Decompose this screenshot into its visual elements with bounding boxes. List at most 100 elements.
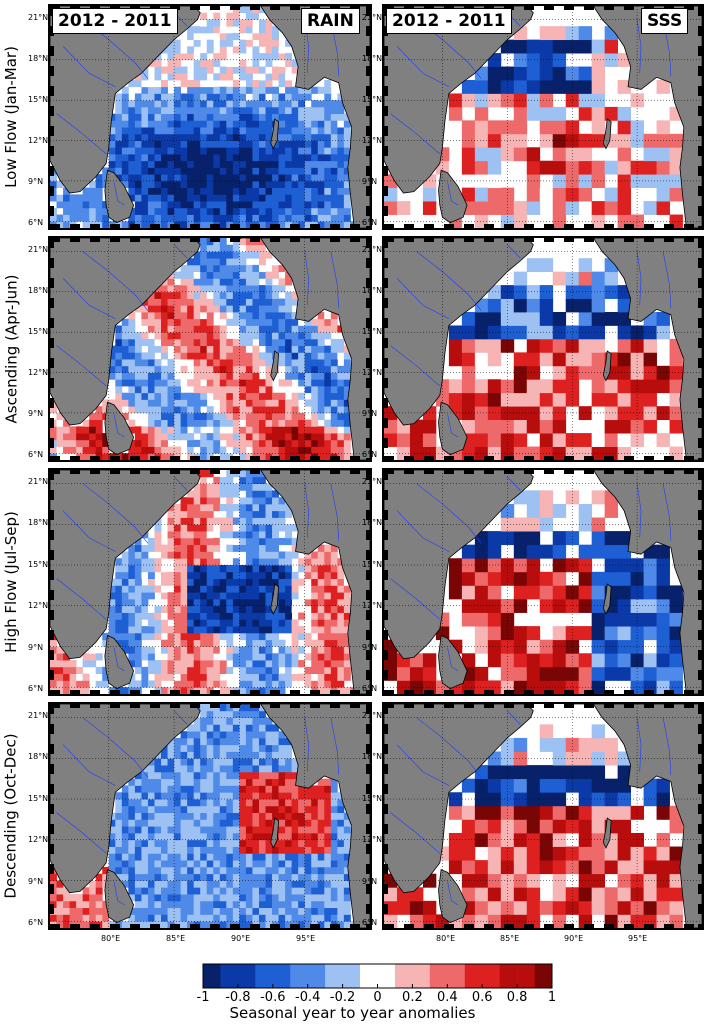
- anomaly-cell: [258, 612, 266, 620]
- anomaly-cell: [258, 154, 266, 162]
- anomaly-cell: [252, 147, 260, 155]
- anomaly-cell: [141, 914, 149, 922]
- anomaly-cell: [265, 673, 273, 681]
- anomaly-cell: [206, 558, 214, 566]
- anomaly-cell: [180, 731, 188, 739]
- anomaly-cell: [147, 412, 155, 421]
- anomaly-cell: [513, 271, 528, 286]
- anomaly-cell: [278, 120, 286, 128]
- anomaly-cell: [167, 419, 175, 427]
- anomaly-cell: [643, 338, 657, 353]
- anomaly-cell: [343, 626, 351, 634]
- anomaly-cell: [213, 207, 221, 215]
- anomaly-cell: [617, 160, 632, 175]
- anomaly-cell: [121, 147, 129, 155]
- anomaly-cell: [272, 106, 279, 115]
- anomaly-cell: [311, 147, 319, 155]
- anomaly-cell: [291, 174, 299, 182]
- anomaly-cell: [219, 598, 227, 607]
- anomaly-cell: [252, 771, 260, 780]
- anomaly-cell: [56, 907, 64, 915]
- anomaly-cell: [180, 585, 188, 593]
- anomaly-cell: [278, 551, 286, 559]
- anomaly-cell: [219, 483, 227, 491]
- anomaly-cell: [330, 666, 338, 675]
- frame-segment: [270, 238, 280, 242]
- anomaly-cell: [258, 201, 266, 209]
- anomaly-cell: [174, 894, 182, 902]
- frame-segment: [50, 278, 54, 288]
- anomaly-cell: [167, 531, 175, 539]
- anomaly-cell: [317, 873, 325, 881]
- anomaly-cell: [539, 503, 554, 518]
- anomaly-cell: [206, 592, 214, 600]
- anomaly-cell: [591, 338, 606, 353]
- anomaly-cell: [174, 187, 182, 195]
- frame-segment: [50, 510, 54, 520]
- anomaly-cell: [265, 517, 273, 525]
- frame-segment: [384, 456, 394, 460]
- anomaly-cell: [278, 412, 286, 421]
- anomaly-cell: [258, 453, 266, 460]
- anomaly-cell: [167, 880, 175, 888]
- anomaly-cell: [102, 399, 110, 407]
- anomaly-cell: [604, 612, 619, 627]
- anomaly-cell: [337, 805, 345, 814]
- anomaly-cell: [167, 866, 175, 875]
- anomaly-cell: [258, 558, 266, 566]
- anomaly-cell: [239, 585, 247, 593]
- land-sri-lanka: [438, 401, 468, 456]
- river-line: [62, 510, 116, 552]
- anomaly-cell: [167, 524, 175, 532]
- anomaly-cell: [291, 406, 299, 414]
- anomaly-cell: [265, 113, 273, 121]
- anomaly-cell: [258, 771, 266, 780]
- anomaly-cell: [95, 433, 103, 441]
- anomaly-cell: [108, 626, 116, 634]
- anomaly-cell: [304, 386, 312, 394]
- anomaly-cell: [167, 100, 175, 108]
- anomaly-cell: [147, 426, 155, 434]
- anomaly-cell: [161, 100, 168, 108]
- anomaly-cell: [487, 626, 502, 641]
- anomaly-cell: [141, 412, 149, 421]
- anomaly-cell: [245, 537, 253, 546]
- anomaly-cell: [578, 585, 593, 600]
- anomaly-cell: [232, 792, 240, 800]
- anomaly-cell: [285, 221, 293, 228]
- anomaly-cell: [252, 439, 260, 447]
- anomaly-cell: [76, 446, 84, 454]
- anomaly-cell: [121, 860, 129, 868]
- anomaly-cell: [193, 778, 201, 786]
- anomaly-cell: [272, 751, 279, 759]
- anomaly-cell: [56, 446, 64, 454]
- anomaly-cell: [108, 860, 116, 868]
- anomaly-cell: [89, 207, 97, 215]
- anomaly-cell: [193, 517, 201, 525]
- anomaly-cell: [298, 120, 306, 128]
- frame-segment: [544, 224, 554, 228]
- anomaly-cell: [154, 106, 162, 115]
- frame-segment: [644, 224, 654, 228]
- anomaly-cell: [304, 433, 312, 441]
- anomaly-cell: [213, 839, 221, 847]
- anomaly-cell: [239, 19, 247, 27]
- anomaly-cell: [578, 26, 593, 41]
- anomaly-cell: [219, 626, 227, 634]
- anomaly-cell: [330, 154, 338, 162]
- anomaly-cell: [245, 687, 253, 694]
- anomaly-cell: [298, 372, 306, 380]
- anomaly-cell: [161, 140, 168, 148]
- anomaly-cell: [643, 666, 657, 681]
- anomaly-cell: [343, 127, 351, 135]
- anomaly-cell: [265, 626, 273, 634]
- anomaly-cell: [147, 93, 155, 101]
- anomaly-cell: [128, 544, 136, 552]
- anomaly-cell: [245, 201, 253, 209]
- anomaly-cell: [239, 778, 247, 786]
- anomaly-cell: [206, 345, 214, 353]
- anomaly-cell: [174, 517, 182, 525]
- anomaly-cell: [265, 426, 273, 434]
- anomaly-cell: [213, 571, 221, 580]
- anomaly-cell: [193, 147, 201, 155]
